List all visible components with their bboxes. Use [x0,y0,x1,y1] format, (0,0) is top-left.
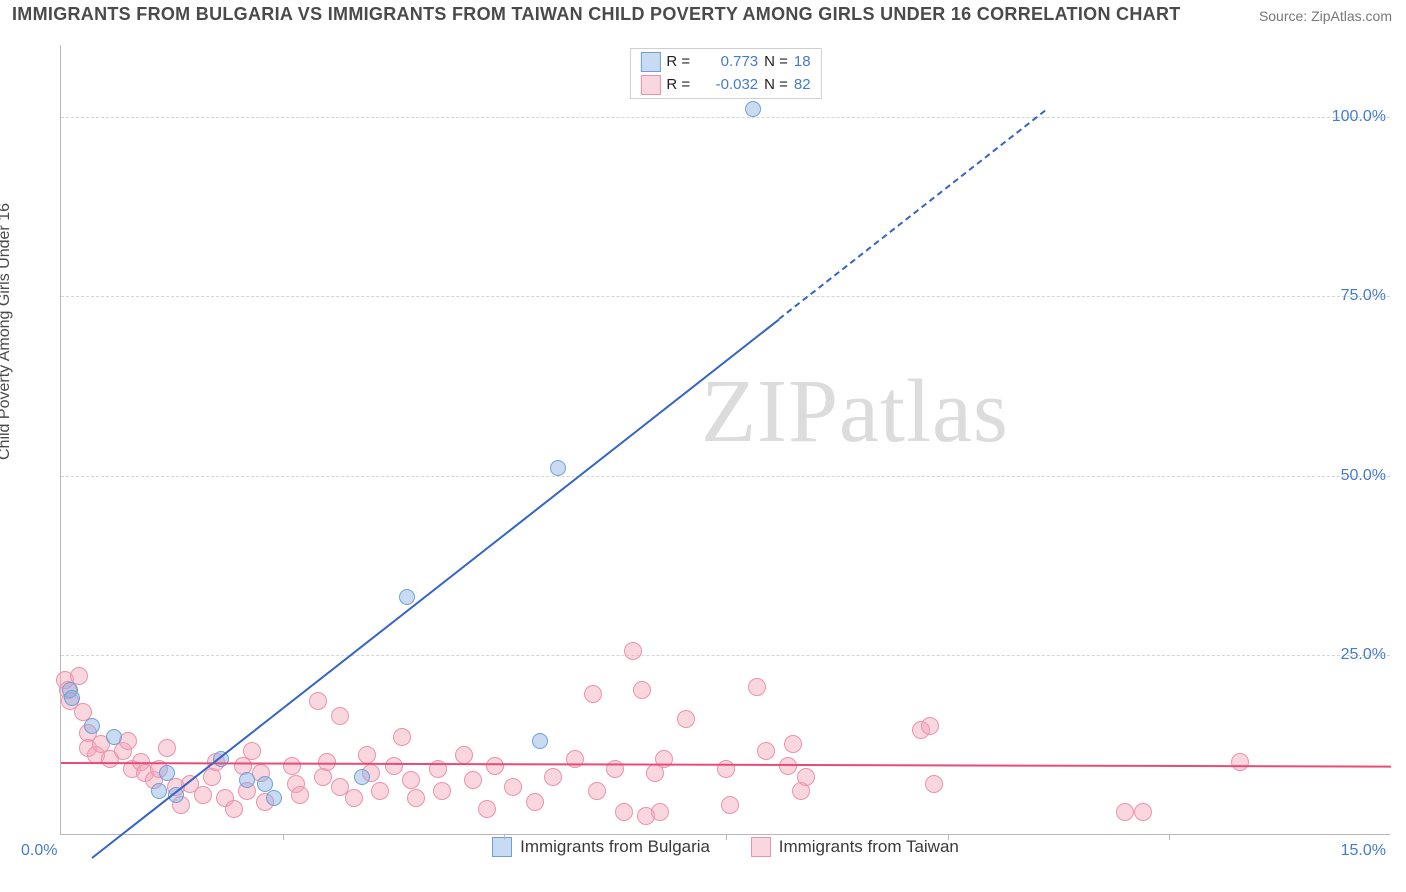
data-point-taiwan [544,768,562,786]
data-point-taiwan [194,786,212,804]
gridline [61,655,1390,656]
x-tick-mark [283,834,284,840]
trend-line [779,110,1046,320]
data-point-taiwan [748,678,766,696]
legend-swatch-taiwan [640,75,660,95]
data-point-bulgaria [257,776,273,792]
data-point-taiwan [225,800,243,818]
source-attribution: Source: ZipAtlas.com [1259,8,1392,24]
data-point-taiwan [633,681,651,699]
correlation-legend: R = 0.773 N = 18 R = -0.032 N = 82 [629,48,821,99]
data-point-taiwan [526,793,544,811]
page-title: IMMIGRANTS FROM BULGARIA VS IMMIGRANTS F… [12,4,1181,25]
data-point-bulgaria [64,690,80,706]
y-tick-label: 100.0% [1332,108,1386,126]
legend-row-taiwan: R = -0.032 N = 82 [640,74,810,97]
data-point-bulgaria [399,589,415,605]
gridline [61,117,1390,118]
legend-row-bulgaria: R = 0.773 N = 18 [640,51,810,74]
y-tick-label: 75.0% [1341,287,1386,305]
data-point-taiwan [433,782,451,800]
data-point-bulgaria [550,460,566,476]
data-point-bulgaria [532,733,548,749]
n-value-bulgaria: 18 [794,51,811,74]
legend-item-bulgaria: Immigrants from Bulgaria [492,837,710,857]
data-point-taiwan [797,768,815,786]
x-tick-mark [948,834,949,840]
data-point-taiwan [721,796,739,814]
r-value-taiwan: -0.032 [696,74,758,97]
x-tick-label: 15.0% [1341,842,1386,860]
x-tick-mark [726,834,727,840]
gridline [61,476,1390,477]
data-point-bulgaria [84,718,100,734]
data-point-taiwan [651,803,669,821]
data-point-taiwan [757,742,775,760]
data-point-taiwan [925,775,943,793]
y-axis-label: Child Poverty Among Girls Under 16 [0,203,14,460]
legend-swatch-bulgaria [492,837,512,857]
data-point-taiwan [1134,803,1152,821]
data-point-taiwan [1116,803,1134,821]
r-value-bulgaria: 0.773 [696,51,758,74]
y-tick-label: 50.0% [1341,467,1386,485]
data-point-taiwan [371,782,389,800]
data-point-taiwan [478,800,496,818]
legend-swatch-taiwan [751,837,771,857]
data-point-taiwan [624,642,642,660]
data-point-taiwan [158,739,176,757]
x-tick-mark [504,834,505,840]
watermark-text: ZIPatlas [701,360,1009,463]
data-point-taiwan [331,707,349,725]
data-point-taiwan [243,742,261,760]
data-point-taiwan [504,778,522,796]
legend-swatch-bulgaria [640,52,660,72]
data-point-taiwan [464,771,482,789]
data-point-taiwan [358,746,376,764]
data-point-bulgaria [266,790,282,806]
data-point-taiwan [486,757,504,775]
x-tick-mark [1169,834,1170,840]
gridline [61,296,1390,297]
data-point-bulgaria [106,729,122,745]
data-point-taiwan [455,746,473,764]
data-point-taiwan [921,717,939,735]
data-point-taiwan [407,789,425,807]
data-point-bulgaria [354,769,370,785]
data-point-taiwan [784,735,802,753]
data-point-taiwan [615,803,633,821]
data-point-bulgaria [239,772,255,788]
data-point-taiwan [588,782,606,800]
data-point-taiwan [393,728,411,746]
y-tick-label: 25.0% [1341,646,1386,664]
data-point-taiwan [1231,753,1249,771]
data-point-bulgaria [745,101,761,117]
data-point-taiwan [345,789,363,807]
data-point-taiwan [291,786,309,804]
data-point-taiwan [309,692,327,710]
data-point-bulgaria [159,765,175,781]
data-point-taiwan [402,771,420,789]
series-legend: Immigrants from Bulgaria Immigrants from… [61,837,1390,862]
data-point-taiwan [385,757,403,775]
data-point-taiwan [283,757,301,775]
legend-item-taiwan: Immigrants from Taiwan [751,837,959,857]
chart-plot-area: ZIPatlas R = 0.773 N = 18 R = -0.032 N =… [60,45,1390,835]
data-point-taiwan [677,710,695,728]
x-tick-label: 0.0% [21,842,57,860]
data-point-bulgaria [151,783,167,799]
n-value-taiwan: 82 [794,74,811,97]
data-point-taiwan [584,685,602,703]
